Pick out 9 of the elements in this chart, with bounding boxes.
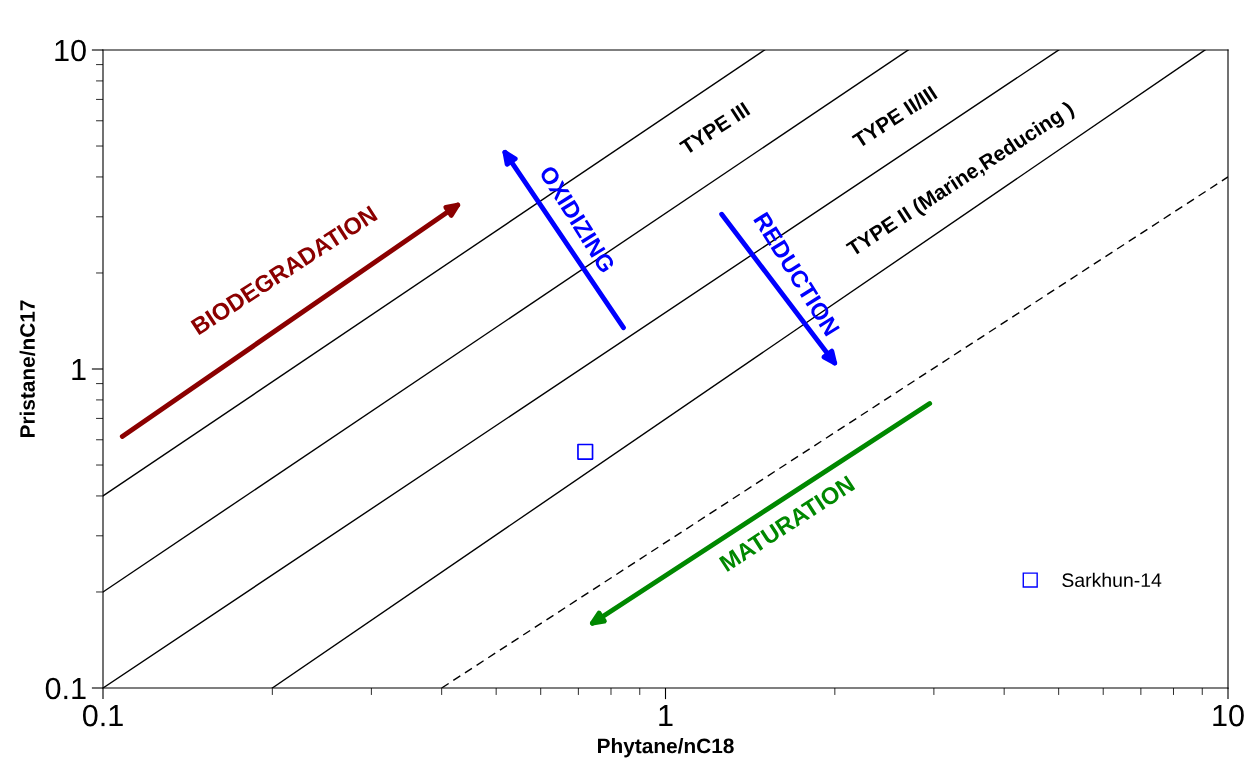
legend-label: Sarkhun-14	[1062, 572, 1162, 588]
y-tick-label: 1	[72, 359, 86, 381]
y-tick-label: 10	[55, 39, 86, 62]
x-tick-label: 10	[1213, 704, 1244, 727]
x-tick-label: 1	[659, 705, 673, 727]
y-axis-title: Pristane/nC17	[19, 300, 36, 438]
x-axis-title: Phytane/nC18	[598, 738, 734, 758]
x-tick-label: 0.1	[82, 704, 123, 727]
y-tick-label: 0.1	[45, 677, 86, 700]
